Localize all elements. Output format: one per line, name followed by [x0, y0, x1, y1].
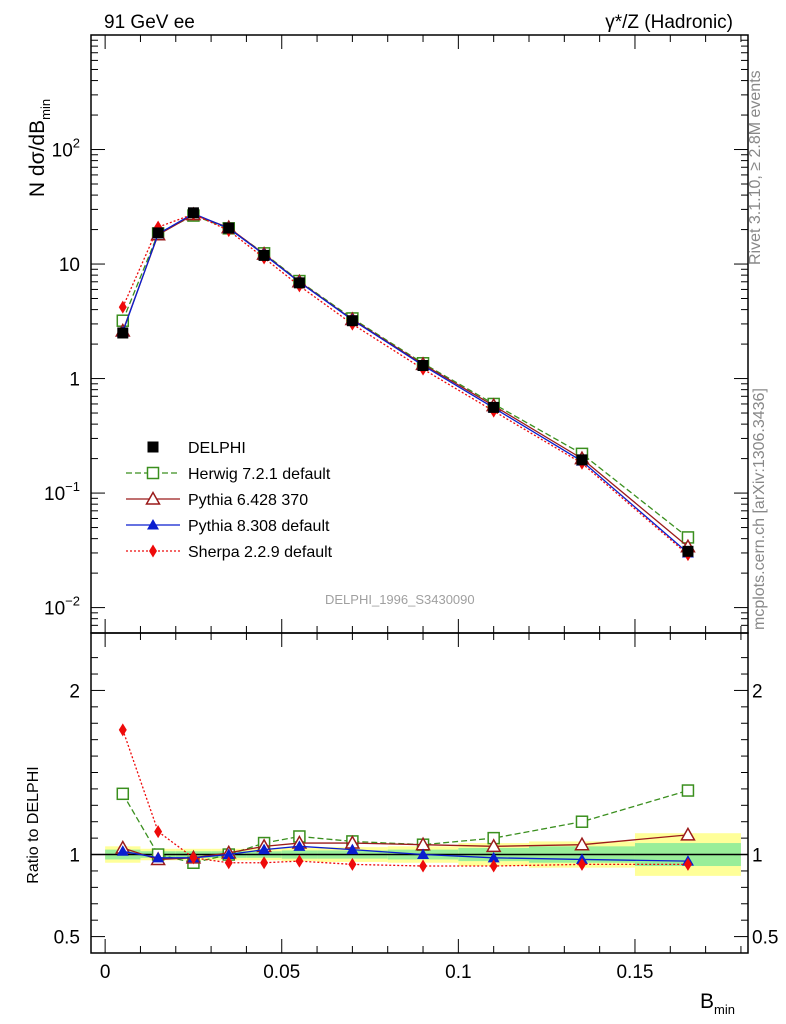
main-y-tick-label: 10: [59, 255, 80, 276]
ratio-point-herwig-0: [116, 787, 130, 801]
svg-text:N dσ/dBmin: N dσ/dBmin: [26, 99, 53, 197]
point-sherpa-0: [118, 300, 127, 314]
main-panel: 10−2 10−1 1 10 102 DELPHI_1996_S3430090: [44, 34, 749, 634]
legend-entry-pythia8: Pythia 8.308 default: [126, 518, 330, 535]
main-y-tick-label: 10−1: [44, 479, 80, 505]
ratio-axes: 0.5 0.5 1 1 2 2 0 0.05 0.1 0.15: [54, 632, 778, 983]
legend-entry-sherpa: Sherpa 2.2.9 default: [126, 544, 333, 561]
svg-text:Rivet 3.1.10, ≥ 2.8M events: Rivet 3.1.10, ≥ 2.8M events: [747, 70, 764, 265]
legend-marker-data: [147, 441, 159, 453]
ratio-point-sherpa-5: [295, 854, 304, 868]
legend-marker-pythia6: [145, 490, 161, 505]
main-series: [115, 206, 696, 562]
rivet-version-label: Rivet 3.1.10, ≥ 2.8M events: [747, 70, 764, 265]
ratio-point-herwig-9: [575, 815, 589, 828]
ratio-point-sherpa-8: [489, 859, 498, 873]
point-data-1: [152, 227, 164, 239]
svg-text:Bmin: Bmin: [700, 990, 735, 1017]
legend-entry-data: DELPHI: [147, 440, 246, 457]
legend-marker-pythia8: [147, 519, 159, 530]
ratio-point-pythia8-5: [293, 840, 306, 851]
ratio-point-sherpa-4: [260, 856, 269, 870]
ratio-point-herwig-10: [681, 784, 695, 797]
legend: DELPHI Herwig 7.2.1 default Pythia 6.428 3…: [126, 440, 333, 561]
ratio-point-pythia8-0: [116, 845, 129, 856]
point-data-7: [417, 360, 429, 372]
ratio-series-sherpa: [118, 723, 692, 873]
series-line-herwig: [122, 214, 689, 538]
series-data: [117, 207, 694, 557]
ratio-point-pythia6-9: [574, 836, 590, 851]
ratio-panel: 0.5 0.5 1 1 2 2 0 0.05 0.1 0.15: [54, 632, 778, 983]
svg-text:Ratio to DELPHI: Ratio to DELPHI: [25, 766, 42, 883]
point-data-3: [223, 222, 235, 234]
ratio-point-pythia6-8: [485, 838, 502, 853]
x-tick-label: 0: [100, 962, 111, 983]
point-data-5: [293, 277, 305, 289]
point-data-10: [682, 545, 694, 557]
ratio-y-tick-label-right: 1: [752, 846, 763, 867]
mcplots-label: mcplots.cern.ch [arXiv:1306.3436]: [751, 388, 768, 630]
ratio-point-pythia8-1: [152, 851, 165, 863]
ratio-point-sherpa-3: [224, 856, 233, 870]
ratio-point-pythia8-6: [346, 843, 359, 855]
legend-label-herwig: Herwig 7.2.1 default: [188, 466, 331, 483]
legend-label-sherpa: Sherpa 2.2.9 default: [188, 544, 333, 561]
ratio-line-herwig: [122, 789, 689, 864]
main-axes: 10−2 10−1 1 10 102: [44, 34, 749, 634]
ratio-point-pythia8-8: [487, 851, 500, 863]
svg-text:mcplots.cern.ch [arXiv:1306.34: mcplots.cern.ch [arXiv:1306.3436]: [751, 388, 768, 630]
ratio-point-pythia8-4: [258, 843, 271, 855]
main-y-tick-label: 10−2: [44, 594, 80, 620]
legend-entry-herwig: Herwig 7.2.1 default: [126, 466, 331, 483]
main-y-axis-label: N dσ/dBmin: [26, 99, 53, 197]
legend-label-pythia8: Pythia 8.308 default: [188, 518, 330, 535]
ratio-y-tick-label-right: 0.5: [752, 928, 778, 949]
legend-marker-herwig: [146, 466, 160, 480]
ratio-y-axis-label: Ratio to DELPHI: [25, 766, 42, 883]
ratio-series-pythia8: [116, 840, 694, 866]
ratio-point-pythia6-10: [680, 826, 696, 841]
main-y-tick-label: 102: [52, 136, 80, 162]
header-right: γ*/Z (Hadronic): [605, 12, 733, 33]
ratio-point-pythia8-7: [417, 848, 430, 860]
point-data-9: [576, 454, 588, 466]
point-data-6: [346, 315, 358, 327]
point-data-2: [187, 207, 199, 219]
x-tick-label: 0.15: [616, 962, 653, 983]
x-axis-label: Bmin: [700, 990, 735, 1017]
ratio-point-sherpa-1: [154, 825, 163, 839]
ratio-y-tick-label-right: 2: [752, 681, 763, 702]
legend-marker-sherpa: [149, 544, 157, 558]
point-data-8: [488, 401, 500, 413]
point-data-4: [258, 249, 270, 261]
ratio-y-tick-label: 2: [69, 681, 80, 702]
ratio-point-pythia8-3: [222, 848, 235, 860]
header-left: 91 GeV ee: [104, 12, 195, 33]
analysis-watermark: DELPHI_1996_S3430090: [325, 592, 475, 607]
legend-label-data: DELPHI: [188, 440, 246, 457]
ratio-point-sherpa-10: [683, 857, 692, 871]
ratio-y-tick-label: 1: [69, 846, 80, 867]
ratio-y-tick-label: 0.5: [54, 928, 80, 949]
legend-entry-pythia6: Pythia 6.428 370: [126, 490, 308, 509]
point-data-0: [117, 327, 129, 339]
ratio-series: [115, 723, 696, 873]
ratio-point-sherpa-0: [118, 723, 127, 737]
x-tick-label: 0.05: [263, 962, 300, 983]
ratio-point-sherpa-9: [577, 857, 586, 871]
ratio-frame: [90, 632, 749, 954]
ratio-point-sherpa-6: [348, 857, 357, 871]
ratio-point-sherpa-2: [189, 851, 198, 865]
ratio-point-sherpa-7: [419, 859, 428, 873]
main-y-tick-label: 1: [69, 370, 80, 391]
ratio-line-sherpa: [122, 729, 688, 867]
legend-label-pythia6: Pythia 6.428 370: [188, 492, 308, 509]
x-tick-label: 0.1: [445, 962, 471, 983]
